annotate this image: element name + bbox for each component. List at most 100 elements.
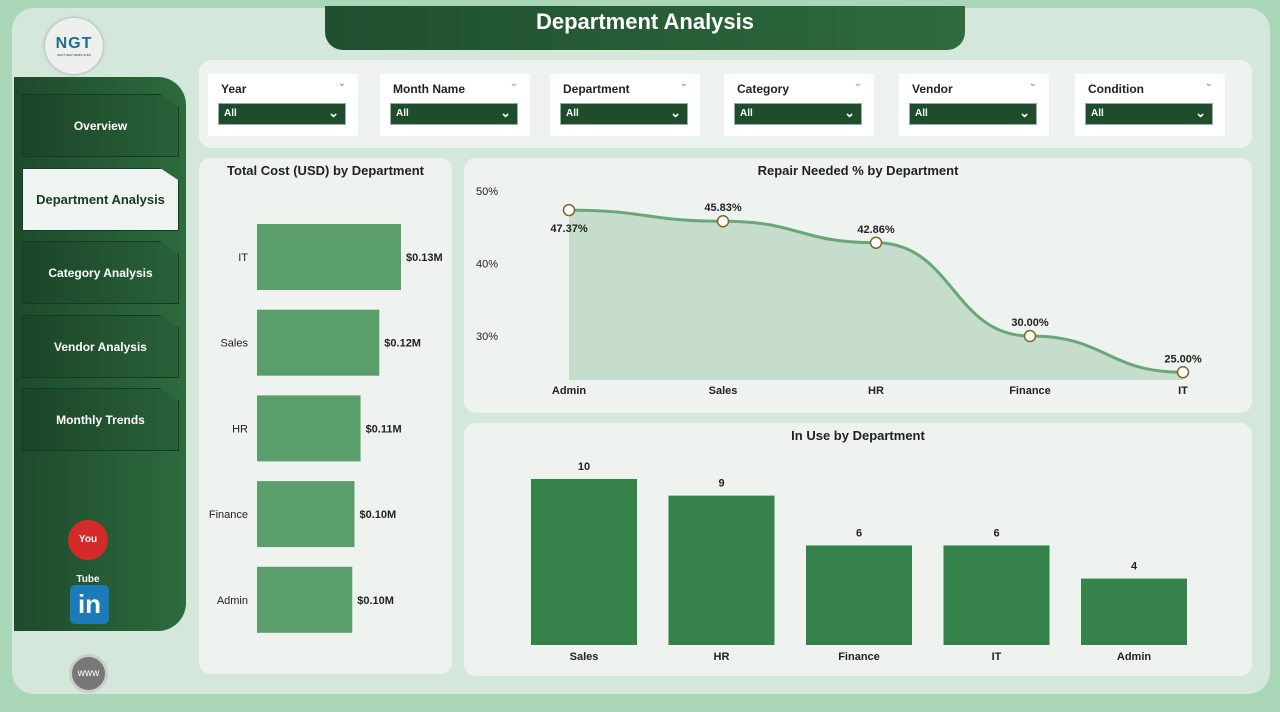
chevron-down-icon: ⌄ [1195, 105, 1206, 120]
total-cost-chart: Total Cost (USD) by Department IT $0.13M S… [199, 158, 452, 674]
filter-dropdown[interactable]: All ⌄ [909, 103, 1037, 125]
logo-subtitle: NEXT GEN TEMPLATES [57, 53, 91, 57]
x-tick-label: Sales [709, 385, 738, 397]
chevron-down-icon[interactable]: ⌄ [679, 78, 688, 89]
logo: NGT NEXT GEN TEMPLATES [45, 18, 103, 74]
x-tick-label: IT [992, 651, 1002, 663]
data-point [716, 214, 730, 228]
data-label: $0.12M [384, 338, 421, 350]
bar [1081, 578, 1187, 645]
youtube-icon[interactable]: You Tube [68, 520, 108, 585]
chevron-down-icon: ⌄ [670, 105, 681, 120]
youtube-label: You Tube [76, 534, 100, 585]
filter-dropdown[interactable]: All ⌄ [734, 103, 862, 125]
category-label: IT [238, 252, 248, 264]
filter-value: All [740, 108, 753, 119]
data-label: 30.00% [1011, 317, 1049, 329]
chevron-down-icon: ⌄ [500, 105, 511, 120]
filter-dropdown[interactable]: All ⌄ [560, 103, 688, 125]
chevron-down-icon: ⌄ [844, 105, 855, 120]
filter-dropdown[interactable]: All ⌄ [390, 103, 518, 125]
nav-label: Department Analysis [36, 192, 165, 207]
data-label: 10 [578, 461, 590, 473]
data-point [562, 203, 576, 217]
data-label: 9 [718, 478, 724, 490]
x-tick-label: Finance [1009, 385, 1051, 397]
filter-dropdown[interactable]: All ⌄ [218, 103, 346, 125]
data-point [1023, 329, 1037, 343]
data-label: $0.11M [366, 423, 402, 435]
bar [257, 395, 361, 462]
filter-vendor: Vendor ⌄ All ⌄ [899, 74, 1049, 136]
category-label: Admin [217, 595, 248, 607]
filter-label: Year [221, 82, 247, 96]
filter-label: Category [737, 82, 790, 96]
bar [257, 224, 401, 290]
data-point [869, 236, 883, 250]
filter-department: Department ⌄ All ⌄ [550, 74, 700, 136]
bar [806, 545, 912, 645]
filter-dropdown[interactable]: All ⌄ [1085, 103, 1213, 125]
filter-label: Condition [1088, 82, 1144, 96]
category-label: HR [232, 423, 248, 435]
data-label: 4 [1131, 561, 1138, 573]
x-tick-label: Finance [838, 651, 880, 663]
filter-label: Department [563, 82, 630, 96]
filter-year: Year ⌄ All ⌄ [208, 74, 358, 136]
bar [257, 309, 380, 376]
chart-title: Total Cost (USD) by Department [227, 163, 424, 178]
data-point [1176, 366, 1190, 379]
data-label: 42.86% [857, 224, 895, 236]
x-tick-label: IT [1178, 385, 1188, 397]
nav-label: Overview [73, 118, 128, 133]
filter-value: All [915, 108, 928, 119]
repair-needed-chart: Repair Needed % by Department 50% 40% 30% 4… [464, 158, 1252, 413]
bar [531, 479, 637, 645]
data-label: $0.10M [357, 595, 394, 607]
chevron-down-icon[interactable]: ⌄ [509, 78, 518, 89]
y-tick-label: 50% [476, 186, 498, 198]
website-label: www [77, 668, 100, 679]
data-label: 6 [993, 527, 999, 539]
x-tick-label: Admin [552, 385, 587, 397]
chart-title: In Use by Department [791, 428, 925, 443]
nav-overview[interactable]: Overview [22, 94, 179, 157]
chevron-down-icon[interactable]: ⌄ [1204, 78, 1213, 89]
nav-label: Monthly Trends [56, 412, 145, 427]
in-use-chart: In Use by Department 10 Sales 9 HR 6 Finance 6… [464, 423, 1252, 676]
bar [668, 495, 775, 645]
filter-value: All [224, 108, 237, 119]
nav-category-analysis[interactable]: Category Analysis [22, 241, 179, 304]
page-title: Department Analysis [325, 6, 965, 50]
linkedin-icon[interactable]: in [70, 585, 109, 624]
chevron-down-icon: ⌄ [328, 105, 339, 120]
series-line [568, 208, 1184, 374]
nav-department-analysis[interactable]: Department Analysis [22, 168, 179, 231]
data-label: $0.13M [406, 252, 443, 264]
logo-text: NGT [55, 35, 93, 52]
filter-label: Vendor [912, 82, 953, 96]
data-label: $0.10M [359, 509, 396, 521]
x-tick-label: HR [868, 385, 884, 397]
data-label: 6 [856, 527, 862, 539]
chevron-down-icon[interactable]: ⌄ [853, 78, 862, 89]
bar [257, 566, 353, 633]
chart-title: Repair Needed % by Department [757, 163, 959, 178]
x-tick-label: Sales [570, 651, 599, 663]
chevron-down-icon[interactable]: ⌄ [337, 78, 346, 89]
bar [943, 545, 1050, 645]
filter-label: Month Name [393, 82, 465, 96]
nav-vendor-analysis[interactable]: Vendor Analysis [22, 315, 179, 378]
filter-value: All [1091, 108, 1104, 119]
bar [257, 481, 355, 548]
website-globe-icon[interactable]: www [69, 654, 108, 693]
nav-label: Vendor Analysis [54, 339, 147, 354]
data-label: 47.37% [550, 223, 588, 235]
data-label: 25.00% [1164, 353, 1202, 365]
filter-value: All [566, 108, 579, 119]
y-tick-label: 30% [476, 331, 498, 343]
y-tick-label: 40% [476, 259, 498, 271]
chevron-down-icon[interactable]: ⌄ [1028, 78, 1037, 89]
data-label: 45.83% [704, 202, 742, 214]
nav-monthly-trends[interactable]: Monthly Trends [22, 388, 179, 451]
